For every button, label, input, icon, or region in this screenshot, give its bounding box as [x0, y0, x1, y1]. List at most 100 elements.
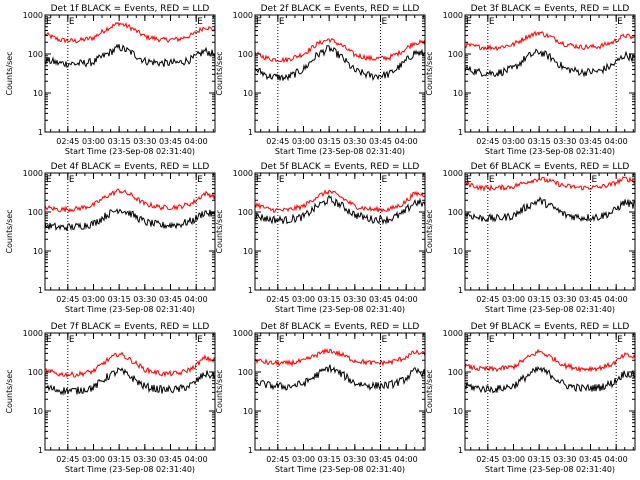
plot-frame — [44, 172, 216, 291]
y-tick-label: 100 — [28, 368, 43, 377]
x-tick-label: 03:00 — [82, 137, 105, 146]
y-tick-label: 1000 — [443, 11, 463, 20]
x-tick-label: 02:45 — [476, 295, 499, 304]
x-axis-label: Start Time (23-Sep-08 02:31:40) — [65, 305, 195, 314]
detector-panel: Det 6f BLACK = Events, RED = LLD E E E 1 10 10… — [425, 162, 636, 314]
y-tick-label: 1000 — [233, 11, 253, 20]
panel-marker-label: E — [382, 335, 388, 345]
panel-marker-label: E — [466, 175, 472, 185]
y-axis-label: Counts/sec — [5, 209, 14, 253]
panel-marker-label: E — [279, 335, 285, 345]
lld-series-line — [464, 348, 636, 373]
x-tick-label: 03:30 — [553, 295, 576, 304]
panel-marker-label: E — [46, 17, 52, 27]
x-tick-label: 04:00 — [395, 295, 418, 304]
panel-marker-label: E — [617, 17, 623, 27]
y-tick-label: 1 — [248, 128, 253, 137]
plot-frame — [44, 14, 216, 133]
x-tick-label: 03:15 — [318, 455, 341, 464]
x-tick-label: 03:30 — [133, 137, 156, 146]
x-tick-label: 03:45 — [369, 137, 392, 146]
x-axis-label: Start Time (23-Sep-08 02:31:40) — [275, 465, 405, 474]
events-series-line — [44, 43, 216, 69]
y-tick-label: 1000 — [23, 329, 43, 338]
x-tick-label: 03:45 — [579, 137, 602, 146]
x-tick-label: 04:00 — [185, 295, 208, 304]
plot-frame — [254, 172, 426, 291]
events-series-line — [464, 365, 636, 394]
lld-series-line — [464, 176, 636, 193]
y-tick-label: 100 — [448, 368, 463, 377]
x-tick-label: 02:45 — [476, 137, 499, 146]
x-tick-label: 03:30 — [343, 455, 366, 464]
x-tick-label: 03:15 — [318, 137, 341, 146]
y-axis-label: Counts/sec — [215, 51, 224, 95]
x-tick-label: 03:15 — [528, 295, 551, 304]
x-tick-label: 04:00 — [605, 455, 628, 464]
x-tick-label: 03:30 — [553, 137, 576, 146]
y-tick-label: 10 — [33, 89, 43, 98]
x-tick-label: 03:45 — [159, 295, 182, 304]
x-tick-label: 03:45 — [159, 137, 182, 146]
panel-title: Det 2f BLACK = Events, RED = LLD — [261, 4, 420, 14]
y-axis-label: Counts/sec — [215, 209, 224, 253]
plot-frame — [464, 14, 636, 133]
detector-panel: Det 9f BLACK = Events, RED = LLD E E E 1 10 10… — [425, 322, 636, 474]
x-tick-label: 03:15 — [318, 295, 341, 304]
y-tick-label: 10 — [33, 407, 43, 416]
y-tick-label: 1000 — [23, 11, 43, 20]
x-tick-label: 02:45 — [476, 455, 499, 464]
plot-frame — [254, 14, 426, 133]
panel-marker-label: E — [256, 175, 262, 185]
panel-marker-label: E — [489, 335, 495, 345]
plot-frame — [464, 332, 636, 451]
y-axis-label: Counts/sec — [425, 369, 434, 413]
x-tick-label: 04:00 — [605, 295, 628, 304]
events-series-line — [44, 208, 216, 231]
x-tick-label: 03:00 — [502, 137, 525, 146]
x-tick-label: 02:45 — [56, 137, 79, 146]
x-tick-label: 04:00 — [605, 137, 628, 146]
detector-panel: Det 1f BLACK = Events, RED = LLD E E E 1 10 10… — [5, 4, 216, 156]
panel-title: Det 5f BLACK = Events, RED = LLD — [261, 162, 420, 172]
x-tick-label: 02:45 — [56, 455, 79, 464]
plot-frame — [254, 332, 426, 451]
detector-panel: Det 2f BLACK = Events, RED = LLD E E E 1 10 10… — [215, 4, 426, 156]
panel-marker-label: E — [466, 17, 472, 27]
x-tick-label: 03:45 — [369, 295, 392, 304]
y-tick-label: 1000 — [233, 169, 253, 178]
y-tick-label: 1000 — [233, 329, 253, 338]
x-tick-label: 03:30 — [553, 455, 576, 464]
y-axis-label: Counts/sec — [5, 369, 14, 413]
y-tick-label: 1000 — [443, 169, 463, 178]
lld-series-line — [254, 189, 426, 214]
x-tick-label: 03:00 — [82, 455, 105, 464]
y-tick-label: 10 — [243, 247, 253, 256]
x-tick-label: 02:45 — [266, 137, 289, 146]
y-axis-label: Counts/sec — [425, 209, 434, 253]
panel-marker-label: E — [197, 335, 203, 345]
x-tick-label: 03:00 — [292, 455, 315, 464]
panel-marker-label: E — [382, 17, 388, 27]
panel-marker-label: E — [69, 17, 75, 27]
panel-marker-label: E — [46, 335, 52, 345]
detector-panel: Det 4f BLACK = Events, RED = LLD E E E 1 10 10… — [5, 162, 216, 314]
panel-marker-label: E — [489, 17, 495, 27]
events-series-line — [464, 196, 636, 223]
x-tick-label: 03:00 — [292, 137, 315, 146]
y-tick-label: 1000 — [23, 169, 43, 178]
panel-marker-label: E — [46, 175, 52, 185]
panel-marker-label: E — [256, 335, 262, 345]
y-tick-label: 1 — [38, 128, 43, 137]
y-tick-label: 100 — [238, 208, 253, 217]
y-tick-label: 1 — [248, 286, 253, 295]
lld-series-line — [254, 347, 426, 368]
x-axis-label: Start Time (23-Sep-08 02:31:40) — [485, 305, 615, 314]
y-axis-label: Counts/sec — [5, 51, 14, 95]
y-tick-label: 100 — [28, 50, 43, 59]
y-tick-label: 1 — [458, 446, 463, 455]
y-tick-label: 10 — [243, 407, 253, 416]
panel-title: Det 8f BLACK = Events, RED = LLD — [261, 322, 420, 332]
y-tick-label: 100 — [448, 50, 463, 59]
x-tick-label: 03:00 — [82, 295, 105, 304]
